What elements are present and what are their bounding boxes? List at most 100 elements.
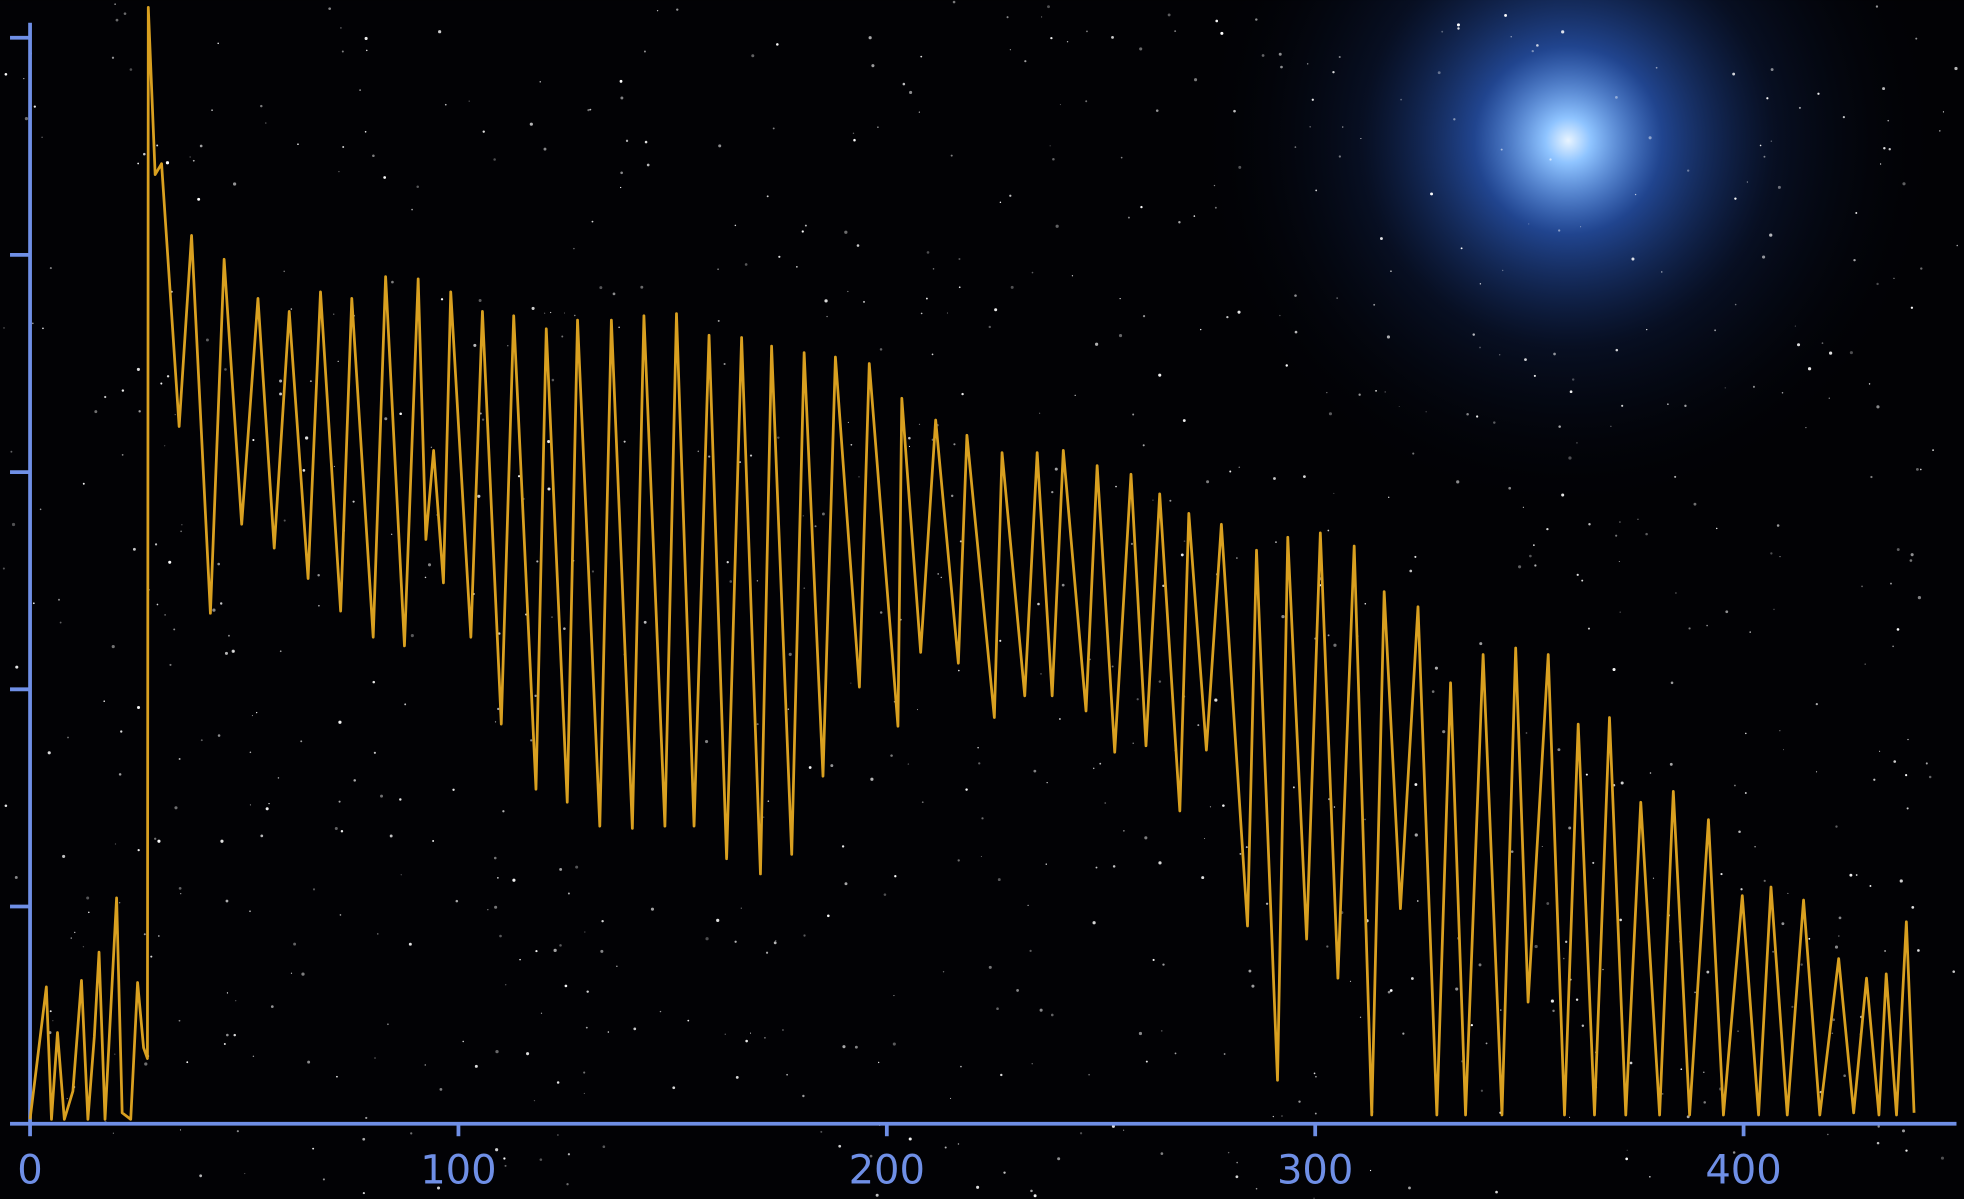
star <box>1621 405 1623 407</box>
star <box>1337 298 1338 299</box>
star <box>1577 574 1579 576</box>
star <box>534 695 536 697</box>
star <box>1905 1149 1907 1151</box>
star <box>1099 763 1101 765</box>
star <box>919 424 920 425</box>
star <box>1745 733 1747 735</box>
star <box>115 843 116 844</box>
star <box>959 286 961 288</box>
star <box>104 396 106 398</box>
star <box>708 456 710 458</box>
star <box>1046 863 1047 864</box>
star <box>1037 603 1040 606</box>
star <box>156 144 158 146</box>
star <box>574 315 575 316</box>
star <box>626 140 628 142</box>
star <box>1466 413 1469 416</box>
star <box>116 19 119 22</box>
star <box>1754 846 1755 847</box>
star <box>1511 850 1514 853</box>
star <box>303 469 306 472</box>
star <box>252 715 253 716</box>
star <box>1161 1030 1163 1032</box>
star <box>1535 945 1538 948</box>
star <box>15 666 18 669</box>
star <box>1732 73 1735 76</box>
star <box>225 652 228 655</box>
star <box>1007 16 1009 18</box>
star <box>1050 145 1051 146</box>
star <box>750 455 752 457</box>
star <box>1333 493 1334 494</box>
star <box>996 1007 999 1010</box>
star <box>336 1076 338 1078</box>
star <box>452 789 454 791</box>
star <box>1832 1032 1834 1034</box>
star <box>1137 698 1139 700</box>
star <box>114 1054 115 1055</box>
star <box>120 730 122 732</box>
star <box>158 935 160 937</box>
star <box>1542 846 1543 847</box>
star <box>335 827 338 830</box>
star <box>1399 406 1400 407</box>
star <box>499 935 502 938</box>
star <box>1123 1130 1124 1131</box>
star <box>541 1013 542 1014</box>
star <box>620 97 623 100</box>
star <box>1159 680 1161 682</box>
star <box>782 1029 783 1030</box>
star <box>1409 570 1412 573</box>
star <box>1327 530 1329 532</box>
star <box>1461 247 1463 249</box>
star <box>391 534 392 535</box>
star <box>1333 644 1336 647</box>
star <box>880 611 883 614</box>
star <box>1528 223 1529 224</box>
star <box>1224 1053 1226 1055</box>
star <box>1051 1014 1054 1017</box>
star <box>307 1061 310 1064</box>
star <box>384 417 387 420</box>
star <box>544 313 545 314</box>
star <box>1161 1152 1164 1155</box>
star <box>144 933 146 935</box>
star <box>947 313 948 314</box>
star <box>469 101 470 102</box>
star <box>1737 1031 1738 1032</box>
star <box>383 176 386 179</box>
star <box>893 995 894 996</box>
star <box>822 513 825 516</box>
star <box>1570 390 1573 393</box>
star <box>1471 1024 1473 1026</box>
star <box>1040 673 1041 674</box>
star <box>1088 1074 1090 1076</box>
star <box>1479 642 1482 645</box>
star <box>951 495 953 497</box>
star <box>1175 1053 1177 1055</box>
star <box>1226 316 1228 318</box>
star <box>1329 412 1332 415</box>
star <box>475 1065 478 1068</box>
star <box>1536 44 1539 47</box>
star <box>1558 229 1560 231</box>
star <box>1782 392 1784 394</box>
star <box>778 256 780 258</box>
star <box>1504 14 1507 17</box>
star <box>180 893 181 894</box>
star <box>266 807 269 810</box>
star <box>1255 18 1257 20</box>
star <box>224 368 227 371</box>
star <box>1926 762 1928 764</box>
star <box>228 635 230 637</box>
star <box>278 777 280 779</box>
star <box>301 973 304 976</box>
star <box>10 451 12 453</box>
star <box>157 840 160 843</box>
star <box>114 3 116 5</box>
star <box>1236 557 1238 559</box>
star <box>1360 1017 1361 1018</box>
star <box>431 447 432 448</box>
star <box>137 368 140 371</box>
star <box>256 712 257 713</box>
